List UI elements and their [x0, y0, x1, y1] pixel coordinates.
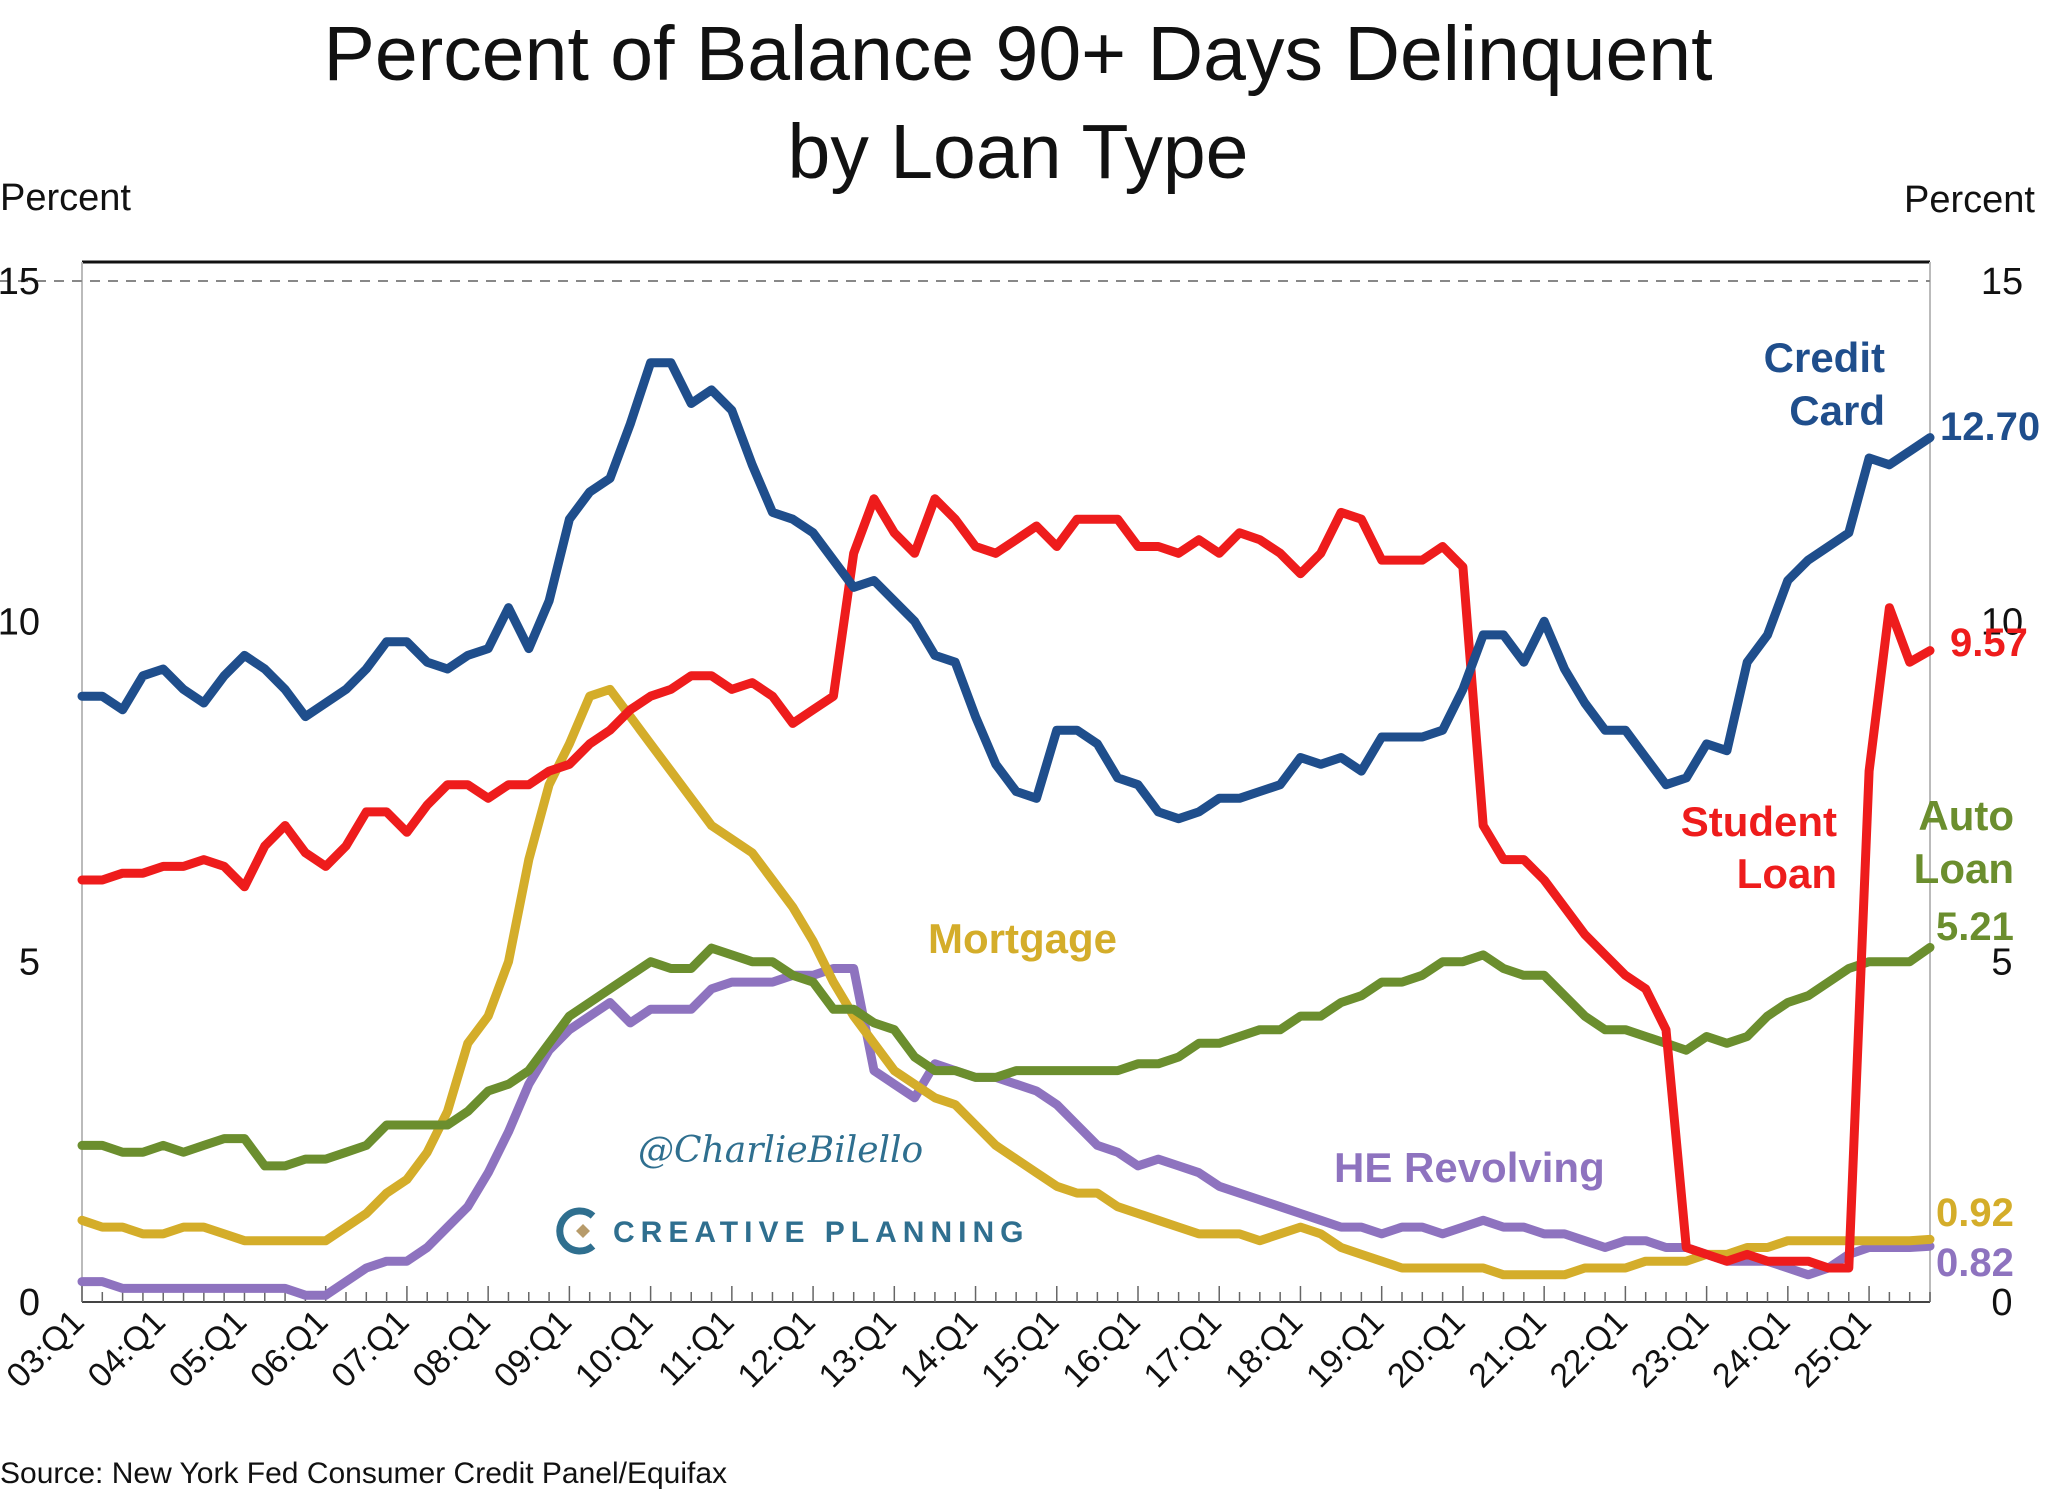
watermark-handle: @CharlieBilello [638, 1130, 923, 1171]
series-label-auto-loan-line2: Loan [1914, 845, 2014, 892]
y-tick-left-10: 10 [0, 601, 40, 643]
series-line-credit-card [77, 358, 1935, 824]
end-label-auto-loan: 5.21 [1936, 905, 2014, 949]
end-label-mortgage: 0.92 [1936, 1191, 2014, 1235]
y-tick-left-15: 15 [0, 261, 40, 303]
series-line-auto-loan [77, 942, 1935, 1171]
series-label-credit-card-line1: Credit [1764, 334, 1885, 381]
end-label-student-loan: 9.57 [1950, 621, 2028, 665]
chart-title-line1: Percent of Balance 90+ Days Delinquent [323, 11, 1712, 97]
series-line-student-loan [77, 494, 1935, 1273]
series-label-he-revolving: HE Revolving [1334, 1144, 1605, 1191]
watermark-brand: CREATIVE PLANNING [613, 1216, 1029, 1249]
creative-planning-logo-icon [556, 1207, 596, 1255]
chart-title-line2: by Loan Type [788, 109, 1249, 195]
series-label-credit-card-line2: Card [1789, 387, 1885, 434]
source-note: Source: New York Fed Consumer Credit Pan… [0, 1457, 727, 1490]
series-label-mortgage: Mortgage [928, 915, 1117, 962]
series-label-student-loan-line2: Loan [1737, 850, 1837, 897]
y-axis-label-right: Percent [1904, 179, 2035, 221]
y-tick-right-5: 5 [1991, 942, 2012, 984]
y-tick-right-0: 0 [1991, 1282, 2012, 1324]
series-label-auto-loan-line1: Auto [1918, 792, 2014, 839]
series-label-student-loan-line1: Student [1681, 798, 1837, 845]
series-line-mortgage [77, 684, 1935, 1280]
series-line-he-revolving [77, 964, 1935, 1300]
y-tick-left-0: 0 [19, 1282, 40, 1324]
y-axis-label-left: Percent [0, 177, 131, 219]
y-tick-right-15: 15 [1981, 261, 2023, 303]
end-label-he-revolving: 0.82 [1936, 1241, 2014, 1285]
y-tick-left-5: 5 [19, 942, 40, 984]
end-label-credit-card: 12.70 [1940, 405, 2040, 449]
y-tick-right-10: 10 [1981, 601, 2023, 643]
